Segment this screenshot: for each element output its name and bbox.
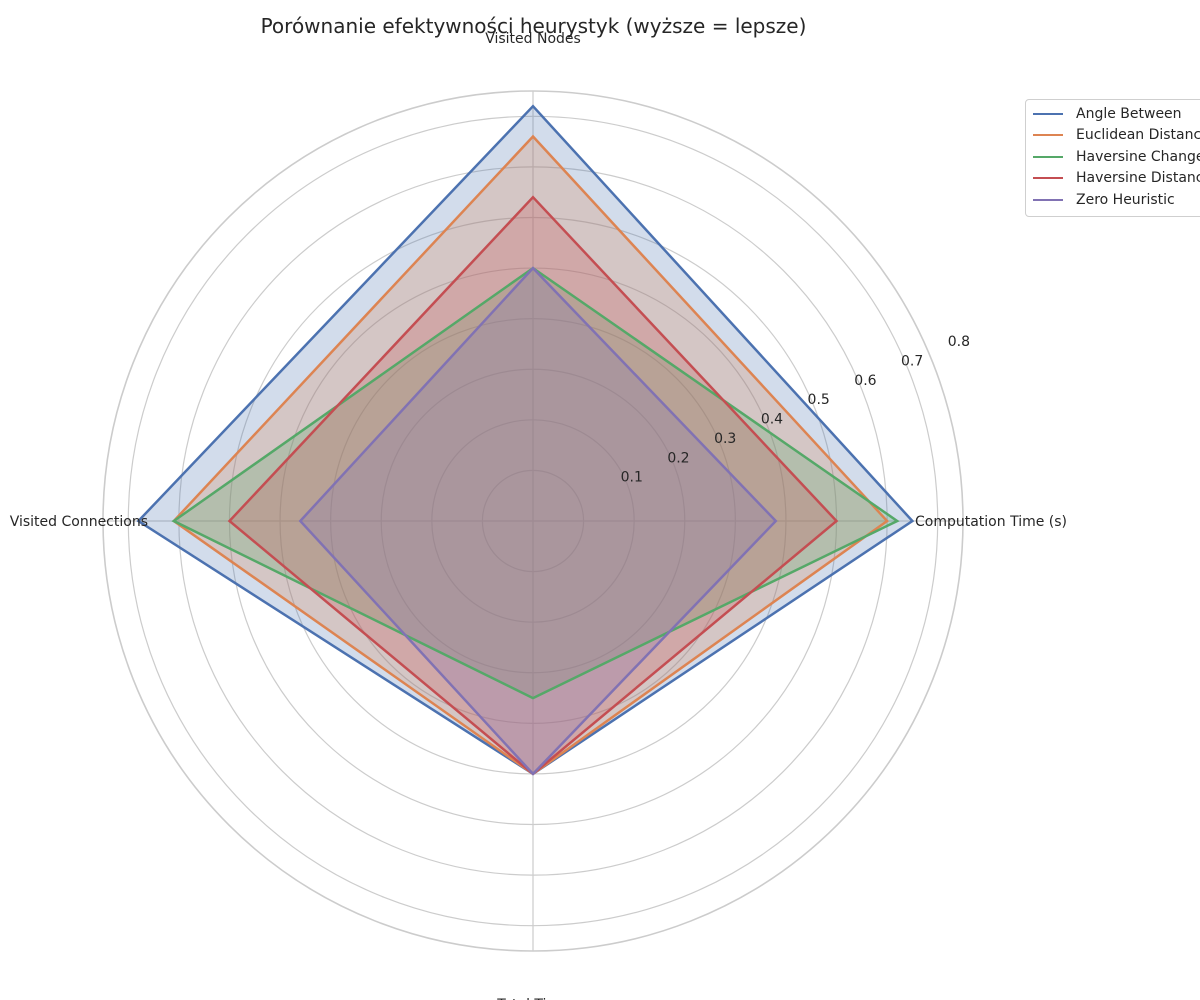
legend-label: Haversine Change <box>1076 148 1200 165</box>
series-line <box>298 266 778 776</box>
legend-swatch <box>1033 112 1063 115</box>
series-fill <box>229 197 837 774</box>
legend-swatch <box>1033 198 1063 201</box>
legend-label: Zero Heuristic <box>1076 191 1175 208</box>
axis-label: Visited Nodes <box>485 31 581 47</box>
series-fill <box>300 268 776 774</box>
chart-title: Porównanie efektywności heurystyk (wyższ… <box>260 14 807 38</box>
axis-label: Computation Time (s) <box>915 514 1067 530</box>
legend-label: Euclidean Distance <box>1076 127 1200 144</box>
radial-tick-label: 0.5 <box>808 392 830 408</box>
legend-label: Haversine Distance <box>1076 170 1200 187</box>
radial-tick-label: 0.4 <box>761 412 783 428</box>
radial-tick-label: 0.1 <box>621 470 643 486</box>
legend-item: Zero Heuristic <box>1026 189 1200 211</box>
legend-item: Haversine Distance <box>1026 168 1200 190</box>
legend-item: Euclidean Distance <box>1026 125 1200 147</box>
legend-item: Haversine Change <box>1026 146 1200 168</box>
legend-item: Angle Between <box>1026 103 1200 125</box>
radial-tick-label: 0.2 <box>667 450 689 466</box>
radial-tick-label: 0.8 <box>948 334 970 350</box>
axis-label: Total Time <box>496 997 568 1000</box>
legend-swatch <box>1033 155 1063 158</box>
radial-tick-label: 0.6 <box>854 373 876 389</box>
legend-label: Angle Between <box>1076 105 1182 122</box>
legend: Angle Between Euclidean Distance Haversine… <box>1025 99 1200 217</box>
legend-swatch <box>1033 177 1063 180</box>
radial-tick-labels: 0.1 0.2 0.3 0.4 0.5 0.6 0.7 0.8 <box>621 334 970 486</box>
axis-label: Visited Connections <box>10 514 148 530</box>
radial-tick-label: 0.7 <box>901 353 923 369</box>
series-lines <box>136 104 915 776</box>
axis-labels: Visited Nodes Computation Time (s) Total T… <box>10 31 1067 1000</box>
radial-tick-label: 0.3 <box>714 431 736 447</box>
series-fill <box>173 136 888 774</box>
series-fill <box>173 268 898 699</box>
series-line <box>171 266 900 700</box>
legend-swatch <box>1033 134 1063 137</box>
